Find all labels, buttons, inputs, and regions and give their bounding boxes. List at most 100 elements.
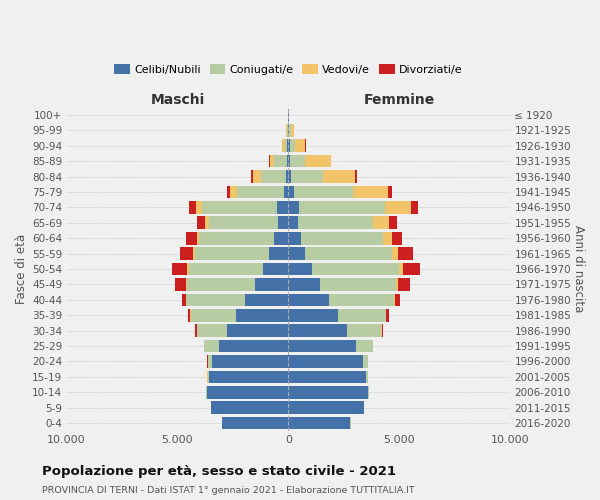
Bar [289, 386, 368, 398]
Bar [197, 324, 227, 337]
Bar [277, 201, 289, 213]
Bar [186, 294, 187, 306]
Bar [290, 124, 293, 136]
Bar [392, 232, 402, 244]
Bar [196, 324, 197, 337]
Bar [398, 278, 410, 290]
Bar [238, 186, 284, 198]
Text: Popolazione per età, sesso e stato civile - 2021: Popolazione per età, sesso e stato civil… [42, 464, 396, 477]
Bar [290, 155, 305, 168]
Bar [196, 201, 202, 213]
Bar [209, 216, 278, 229]
Bar [289, 155, 290, 168]
Bar [270, 155, 274, 168]
Bar [187, 232, 197, 244]
Bar [245, 294, 289, 306]
Bar [193, 248, 195, 260]
Bar [227, 324, 289, 337]
Y-axis label: Fasce di età: Fasce di età [15, 234, 28, 304]
Text: PROVINCIA DI TERNI - Dati ISTAT 1° gennaio 2021 - Elaborazione TUTTITALIA.IT: PROVINCIA DI TERNI - Dati ISTAT 1° genna… [42, 486, 415, 495]
Bar [284, 186, 289, 198]
Bar [188, 262, 263, 276]
Bar [269, 248, 289, 260]
Bar [287, 124, 288, 136]
Bar [323, 170, 355, 183]
Bar [347, 324, 382, 337]
Bar [230, 186, 238, 198]
Bar [212, 355, 289, 368]
Bar [353, 186, 388, 198]
Bar [305, 155, 331, 168]
Bar [263, 262, 289, 276]
Bar [386, 309, 389, 322]
Bar [197, 216, 205, 229]
Text: Femmine: Femmine [364, 93, 435, 107]
Bar [289, 124, 290, 136]
Bar [398, 262, 403, 276]
Bar [290, 140, 295, 152]
Bar [395, 294, 400, 306]
Bar [254, 278, 289, 290]
Bar [227, 186, 230, 198]
Bar [253, 170, 261, 183]
Bar [403, 262, 420, 276]
Bar [398, 248, 413, 260]
Bar [411, 201, 418, 213]
Bar [197, 232, 199, 244]
Bar [274, 155, 287, 168]
Bar [289, 370, 366, 383]
Bar [395, 278, 398, 290]
Bar [278, 216, 289, 229]
Bar [236, 309, 289, 322]
Bar [301, 232, 383, 244]
Bar [289, 309, 338, 322]
Bar [191, 309, 236, 322]
Bar [289, 340, 356, 352]
Bar [205, 340, 218, 352]
Bar [182, 294, 186, 306]
Bar [329, 294, 394, 306]
Bar [312, 262, 398, 276]
Bar [289, 248, 305, 260]
Legend: Celibi/Nubili, Coniugati/e, Vedovi/e, Divorziati/e: Celibi/Nubili, Coniugati/e, Vedovi/e, Di… [114, 64, 463, 75]
Bar [208, 370, 209, 383]
Bar [289, 201, 299, 213]
Text: Maschi: Maschi [151, 93, 205, 107]
Bar [187, 262, 188, 276]
Bar [320, 278, 395, 290]
Bar [205, 216, 209, 229]
Bar [298, 216, 373, 229]
Bar [211, 402, 289, 414]
Bar [187, 294, 245, 306]
Bar [188, 309, 190, 322]
Bar [385, 201, 411, 213]
Bar [274, 232, 289, 244]
Bar [289, 355, 362, 368]
Bar [291, 170, 323, 183]
Bar [208, 355, 212, 368]
Bar [284, 140, 287, 152]
Bar [289, 140, 290, 152]
Bar [190, 201, 196, 213]
Bar [389, 216, 397, 229]
Bar [218, 340, 289, 352]
Bar [207, 386, 289, 398]
Bar [392, 248, 398, 260]
Bar [289, 294, 329, 306]
Bar [383, 232, 392, 244]
Bar [287, 155, 289, 168]
Bar [187, 278, 254, 290]
Y-axis label: Anni di nascita: Anni di nascita [572, 226, 585, 312]
Bar [186, 278, 187, 290]
Bar [299, 201, 385, 213]
Bar [289, 232, 301, 244]
Bar [289, 324, 347, 337]
Bar [175, 278, 186, 290]
Bar [289, 278, 320, 290]
Bar [295, 140, 305, 152]
Bar [199, 232, 274, 244]
Bar [287, 140, 289, 152]
Bar [202, 201, 277, 213]
Bar [209, 370, 289, 383]
Bar [289, 170, 291, 183]
